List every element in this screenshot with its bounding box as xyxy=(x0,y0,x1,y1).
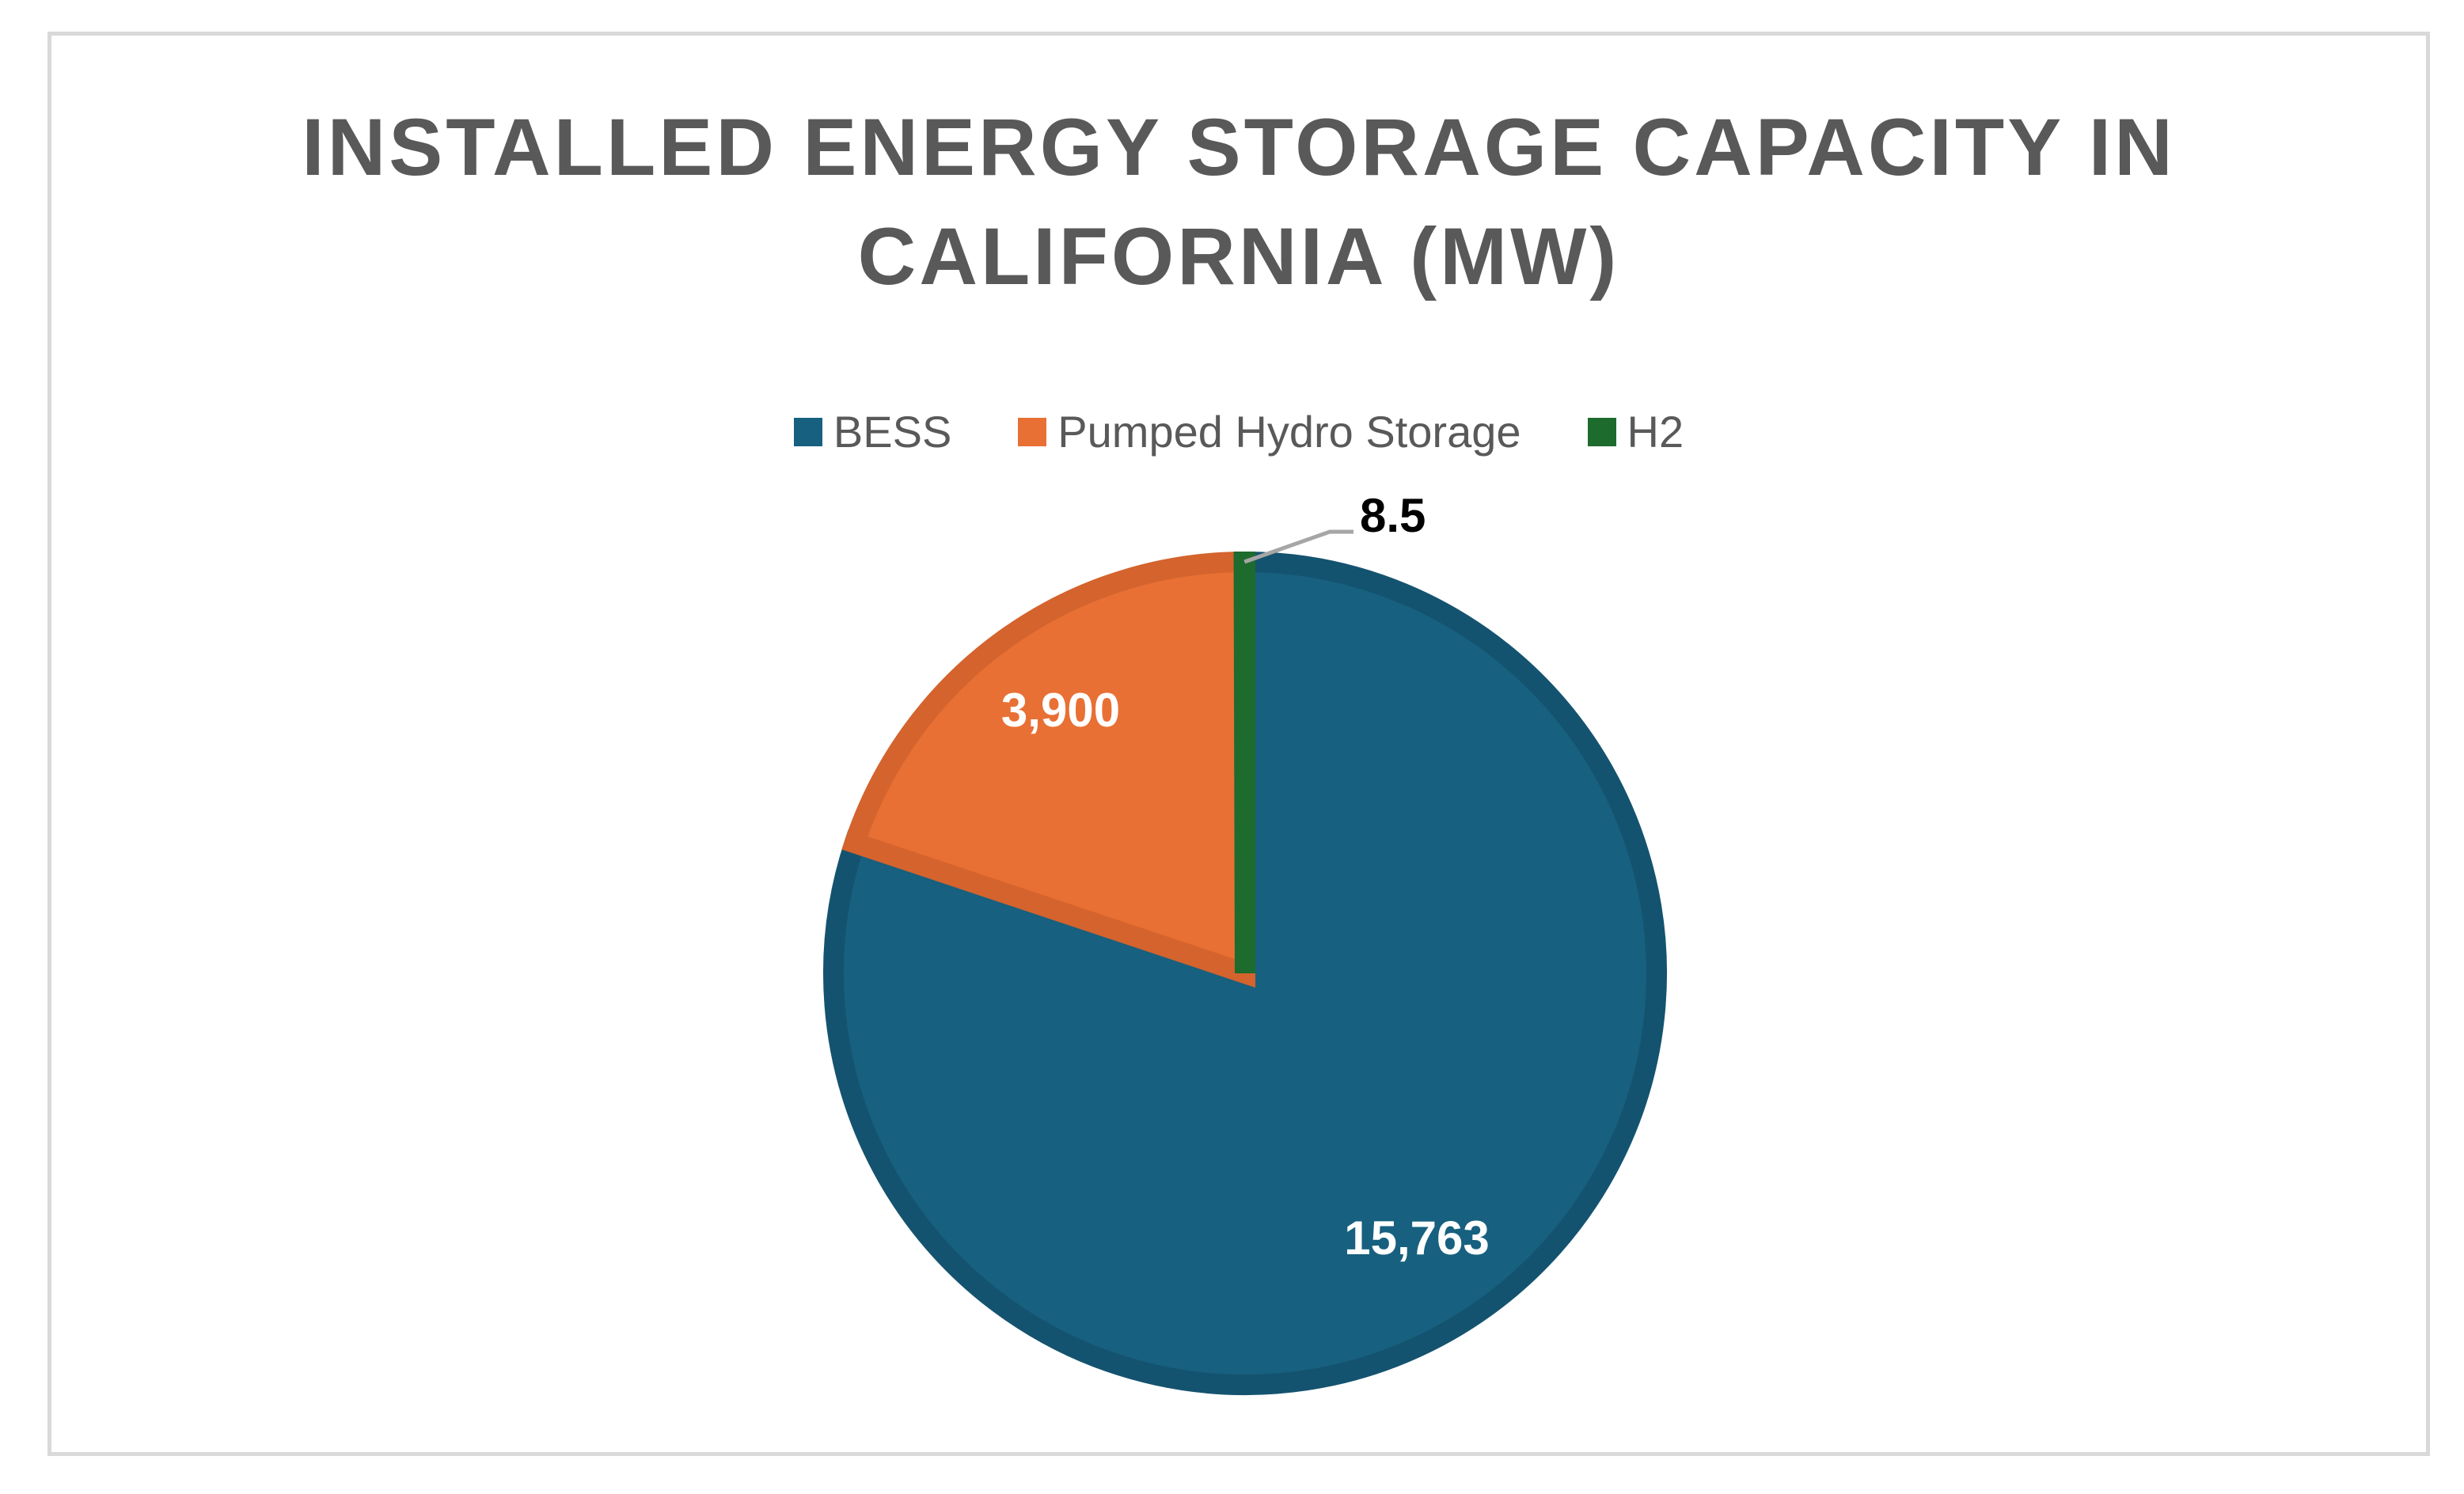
data-label-h2: 8.5 xyxy=(1360,489,1426,542)
legend-swatch-bess xyxy=(793,417,822,446)
chart-title-line-1: INSTALLED ENERGY STORAGE CAPACITY IN xyxy=(302,102,2176,192)
pie-slice-h2 xyxy=(1233,551,1255,974)
legend-item-h2: H2 xyxy=(1587,406,1684,457)
chart-legend: BESS Pumped Hydro Storage H2 xyxy=(51,406,2426,457)
leader-line-h2 xyxy=(1243,529,1353,564)
legend-label-pumped-hydro: Pumped Hydro Storage xyxy=(1057,407,1521,457)
data-label-pumped-hydro-storage: 3,900 xyxy=(1001,684,1120,737)
chart-title: INSTALLED ENERGY STORAGE CAPACITY IN CAL… xyxy=(51,93,2426,311)
legend-label-bess: BESS xyxy=(833,407,952,457)
legend-swatch-pumped-hydro xyxy=(1018,417,1047,446)
legend-swatch-h2 xyxy=(1587,417,1616,446)
data-label-bess: 15,763 xyxy=(1344,1212,1490,1265)
legend-item-pumped-hydro: Pumped Hydro Storage xyxy=(1018,406,1521,457)
legend-label-h2: H2 xyxy=(1627,407,1684,457)
pie-slice-pumped-hydro-storage xyxy=(841,551,1256,988)
legend-item-bess: BESS xyxy=(793,406,952,457)
chart-title-line-2: CALIFORNIA (MW) xyxy=(857,211,1620,301)
